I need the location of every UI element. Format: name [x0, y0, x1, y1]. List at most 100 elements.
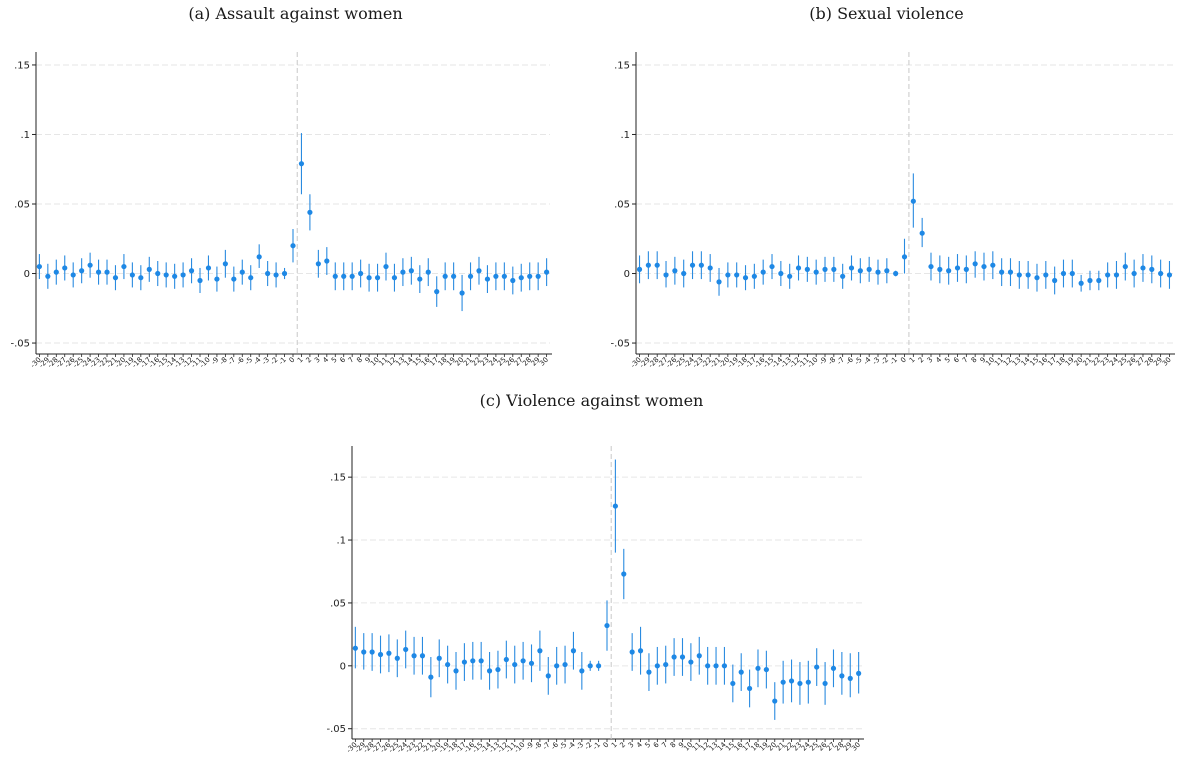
point-estimate [442, 273, 448, 279]
point-estimate [197, 277, 203, 284]
point-estimate [366, 275, 372, 281]
point-estimate [1078, 280, 1084, 286]
point-estimate [751, 273, 757, 279]
point-estimate [307, 209, 313, 215]
point-estimate [972, 261, 978, 267]
y-tick-label: -.05 [610, 339, 630, 350]
point-estimate [742, 275, 749, 281]
x-tick-label: 4 [934, 355, 943, 364]
point-estimate [484, 276, 491, 282]
y-tick-label: .1 [336, 536, 346, 547]
x-tick-label: 15 [724, 741, 736, 753]
point-estimate [1016, 272, 1022, 278]
point-estimate [746, 685, 753, 692]
point-estimate [518, 275, 524, 281]
point-estimate [954, 265, 961, 271]
point-estimate [738, 669, 744, 675]
x-tick-label: 2 [917, 356, 926, 365]
x-tick-label: 28 [833, 741, 845, 753]
point-estimate [1140, 265, 1146, 271]
point-estimate [512, 661, 518, 668]
point-estimate [112, 275, 119, 281]
point-estimate [214, 276, 220, 282]
x-tick-label: 1 [296, 356, 305, 365]
x-tick-label: 13 [1011, 356, 1023, 368]
x-tick-label: 8 [669, 741, 678, 750]
point-estimate [981, 263, 987, 270]
x-tick-label: 17 [1046, 356, 1058, 368]
y-tick-label: 0 [24, 269, 30, 280]
y-tick-label: .05 [14, 200, 30, 211]
x-tick-label: 6 [652, 740, 661, 749]
x-tick-label: -6 [844, 355, 855, 366]
point-estimate [857, 268, 863, 274]
point-estimate [520, 658, 526, 664]
panel-title-b: (b) Sexual violence [809, 4, 964, 23]
point-estimate [654, 262, 660, 268]
x-tick-label: 5 [644, 741, 653, 750]
point-estimate [394, 655, 400, 661]
point-estimate [495, 666, 501, 673]
point-estimate [163, 272, 169, 278]
x-tick-label: 15 [411, 356, 423, 368]
point-estimate [963, 266, 969, 272]
x-tick-label: -9 [210, 356, 221, 367]
point-estimate [804, 266, 810, 272]
x-tick-label: 0 [899, 356, 908, 365]
point-estimate [1166, 272, 1173, 278]
x-tick-label: 12 [386, 356, 398, 368]
point-estimate [146, 266, 152, 272]
x-tick-label: 27 [1134, 356, 1146, 368]
x-tick-label: 19 [445, 356, 457, 368]
x-tick-label: -10 [198, 356, 212, 370]
point-estimate [636, 266, 643, 272]
x-tick-label: -5 [558, 741, 569, 752]
point-estimate [698, 262, 704, 268]
x-tick-label: 13 [707, 741, 719, 753]
point-estimate [604, 622, 610, 629]
point-estimate [349, 273, 355, 279]
point-estimate [461, 659, 468, 665]
x-tick-label: 0 [602, 741, 611, 750]
point-estimate [459, 290, 465, 296]
panel-c: (c) Violence against women -.05 0 .05 .1 .15… [296, 383, 887, 767]
point-estimate [725, 272, 731, 278]
point-estimate [1096, 277, 1102, 284]
x-tick-label: 4 [635, 740, 644, 749]
point-estimate [1069, 270, 1075, 277]
x-tick-label: 18 [1055, 356, 1067, 368]
chart-c: -.050.05.1.15-30-29-28-27-26-25-24-23-22… [326, 446, 864, 755]
x-tick-label: 22 [783, 741, 795, 753]
x-tick-label: 5 [943, 356, 952, 365]
point-estimate [419, 653, 426, 659]
point-estimate [797, 680, 803, 687]
point-estimate [172, 273, 178, 279]
point-estimate [1052, 277, 1058, 284]
x-tick-label: 18 [749, 741, 761, 753]
point-estimate [901, 254, 908, 260]
x-tick-label: 21 [1081, 356, 1093, 368]
point-estimate [1043, 272, 1049, 278]
point-estimate [45, 273, 51, 279]
point-estimate [763, 666, 769, 673]
point-estimate [501, 273, 507, 279]
x-tick-label: -3 [260, 356, 271, 367]
point-estimate [537, 648, 543, 654]
point-estimate [831, 266, 837, 272]
x-tick-label: 28 [1143, 356, 1155, 368]
point-estimate [919, 230, 925, 236]
panel-title-a: (a) Assault against women [188, 4, 403, 23]
point-estimate [493, 273, 499, 279]
x-tick-label: -7 [835, 356, 846, 367]
x-tick-label: -2 [583, 741, 594, 752]
point-estimate [875, 269, 881, 275]
point-estimate [544, 269, 550, 275]
point-estimate [805, 679, 811, 685]
chart-b: -.050.05.1.15-30-29-28-27-26-25-24-23-22… [610, 52, 1175, 370]
point-estimate [1087, 277, 1093, 284]
x-tick-label: -1 [277, 356, 288, 367]
point-estimate [231, 276, 237, 282]
x-tick-label: 20 [454, 356, 466, 368]
x-tick-label: -2 [880, 356, 891, 367]
point-estimate [672, 268, 678, 274]
